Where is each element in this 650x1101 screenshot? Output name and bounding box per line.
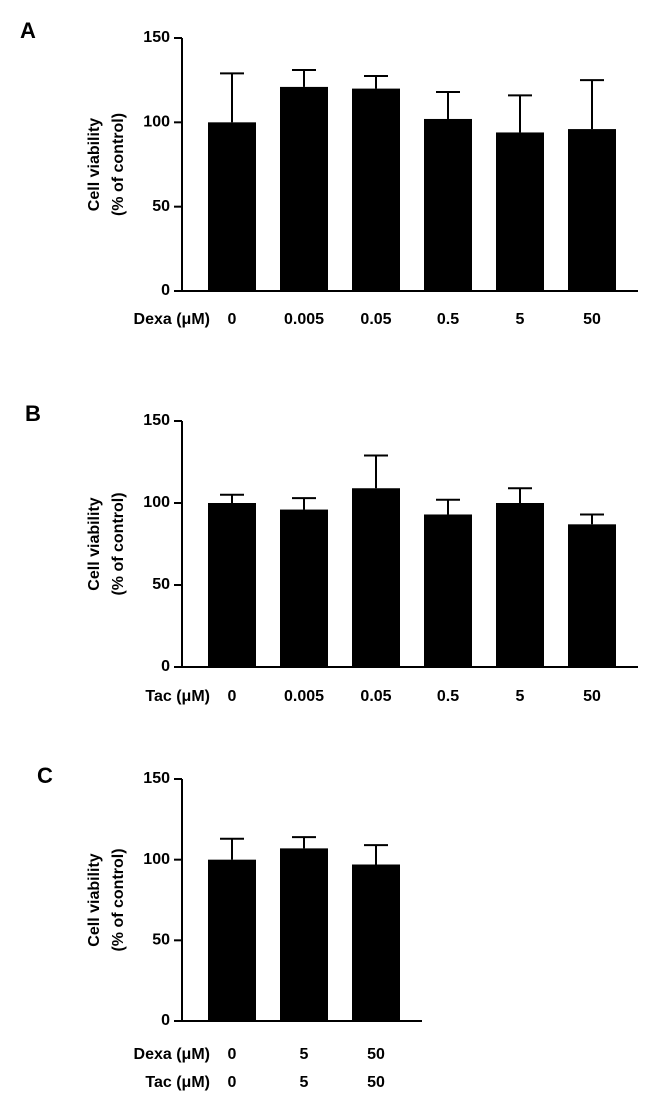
error-bar [580, 513, 604, 525]
error-bar [508, 94, 532, 133]
x-tick-label: 0 [228, 1046, 237, 1063]
y-tick-label: 0 [161, 282, 170, 299]
bar [280, 86, 328, 291]
bar [496, 503, 544, 667]
y-tick-label: 0 [161, 1012, 170, 1029]
x-tick-label: 0.005 [284, 311, 324, 328]
bar [208, 122, 256, 291]
y-tick-label: 50 [152, 198, 170, 215]
x-tick-label: 0.5 [437, 311, 459, 328]
row-label: Dexa (μM) [134, 311, 210, 328]
x-tick-label: 50 [367, 1074, 385, 1091]
y-axis-label: Cell viability [86, 853, 103, 946]
error-bar [364, 74, 388, 89]
error-bar [292, 836, 316, 849]
bar [280, 848, 328, 1021]
y-tick-label: 0 [161, 658, 170, 675]
bar [280, 509, 328, 667]
y-tick-label: 100 [143, 851, 170, 868]
x-tick-label: 5 [516, 688, 525, 705]
y-tick-label: 100 [143, 494, 170, 511]
panel-label: A [20, 18, 36, 43]
x-tick-label: 0.05 [360, 311, 391, 328]
bar [352, 864, 400, 1021]
x-tick-label: 5 [300, 1074, 309, 1091]
bar [352, 488, 400, 667]
y-tick-label: 100 [143, 114, 170, 131]
error-bar [220, 837, 244, 860]
bar [568, 129, 616, 291]
y-axis-label: Cell viability [86, 118, 103, 211]
panel-label: C [37, 763, 53, 788]
y-tick-label: 150 [143, 412, 170, 429]
error-bar [580, 79, 604, 130]
x-tick-label: 0 [228, 1074, 237, 1091]
error-bar [220, 72, 244, 123]
y-tick-label: 150 [143, 770, 170, 787]
error-bar [508, 487, 532, 503]
bar [568, 524, 616, 667]
bar [424, 118, 472, 292]
x-tick-label: 5 [300, 1046, 309, 1063]
x-tick-label: 0 [228, 688, 237, 705]
error-bar [364, 454, 388, 489]
x-tick-label: 5 [516, 311, 525, 328]
y-tick-label: 50 [152, 576, 170, 593]
bar [496, 132, 544, 291]
bar [352, 88, 400, 291]
x-tick-label: 50 [583, 311, 601, 328]
y-axis-label: (% of control) [110, 492, 127, 595]
panel-label: B [25, 401, 41, 426]
error-bar [220, 493, 244, 503]
x-tick-label: 50 [583, 688, 601, 705]
y-tick-label: 50 [152, 932, 170, 949]
y-tick-label: 150 [143, 29, 170, 46]
bar [424, 514, 472, 667]
y-axis-label: (% of control) [110, 113, 127, 216]
error-bar [436, 90, 460, 119]
y-axis-label: (% of control) [110, 848, 127, 951]
y-axis-label: Cell viability [86, 497, 103, 590]
row-label: Dexa (μM) [134, 1046, 210, 1063]
x-tick-label: 0 [228, 311, 237, 328]
x-tick-label: 0.05 [360, 688, 391, 705]
row-label: Tac (μM) [145, 688, 210, 705]
x-tick-label: 0.005 [284, 688, 324, 705]
error-bar [292, 69, 316, 87]
x-tick-label: 50 [367, 1046, 385, 1063]
error-bar [292, 497, 316, 510]
error-bar [364, 844, 388, 865]
error-bar [436, 498, 460, 515]
bar [208, 503, 256, 667]
row-label: Tac (μM) [145, 1074, 210, 1091]
bar [208, 859, 256, 1021]
x-tick-label: 0.5 [437, 688, 459, 705]
